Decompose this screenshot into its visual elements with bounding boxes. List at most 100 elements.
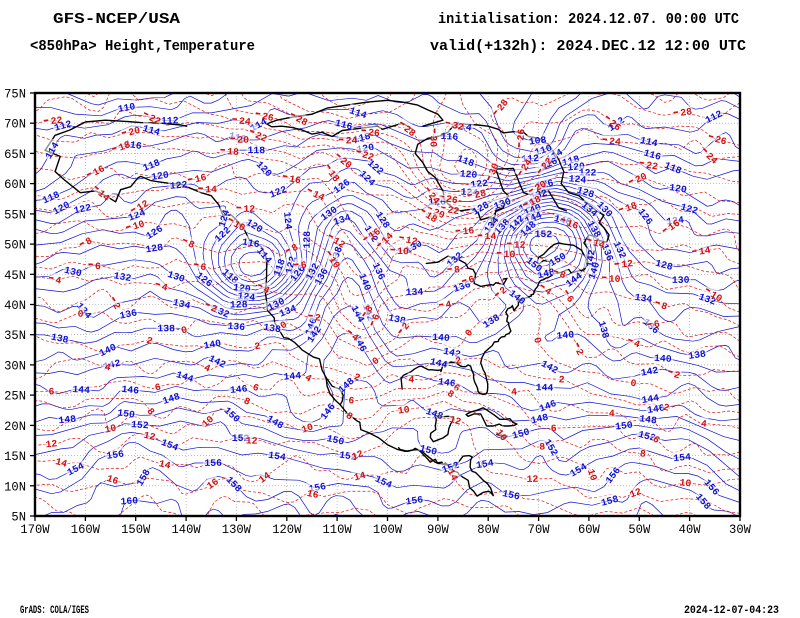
svg-text:30N: 30N [4, 358, 26, 373]
svg-text:45N: 45N [4, 268, 26, 283]
svg-text:136: 136 [119, 307, 139, 321]
svg-text:65N: 65N [4, 147, 26, 162]
svg-text:50W: 50W [628, 522, 650, 537]
svg-text:12: 12 [142, 430, 156, 443]
svg-text:140: 140 [203, 338, 223, 352]
svg-text:154: 154 [373, 473, 394, 490]
svg-text:26: 26 [714, 134, 728, 148]
svg-text:6: 6 [48, 386, 54, 397]
svg-text:4: 4 [104, 361, 112, 373]
svg-text:75N: 75N [4, 87, 26, 102]
svg-text:156: 156 [106, 448, 125, 461]
svg-text:14: 14 [158, 458, 172, 471]
svg-text:116: 116 [241, 236, 260, 250]
svg-text:0: 0 [78, 309, 84, 320]
svg-text:140W: 140W [172, 522, 201, 537]
svg-text:140: 140 [654, 353, 672, 365]
svg-text:55N: 55N [4, 207, 26, 222]
svg-text:2: 2 [559, 374, 565, 385]
svg-text:144: 144 [72, 384, 91, 396]
svg-text:10: 10 [503, 249, 515, 260]
svg-text:154: 154 [673, 452, 692, 465]
svg-text:10: 10 [397, 404, 410, 416]
svg-text:140: 140 [432, 332, 450, 344]
svg-text:138: 138 [50, 331, 70, 345]
svg-text:16: 16 [288, 173, 302, 186]
svg-text:20N: 20N [4, 419, 26, 434]
svg-text:142: 142 [585, 249, 598, 268]
svg-text:12: 12 [246, 436, 258, 447]
svg-text:140: 140 [556, 329, 575, 341]
svg-text:148: 148 [639, 413, 658, 426]
svg-text:124: 124 [281, 211, 294, 230]
svg-text:14: 14 [257, 470, 273, 486]
svg-text:160W: 160W [71, 522, 100, 537]
svg-text:154: 154 [475, 457, 494, 471]
svg-text:2: 2 [314, 312, 321, 323]
svg-text:12: 12 [527, 474, 539, 485]
svg-text:16: 16 [306, 488, 320, 501]
svg-text:2: 2 [662, 402, 671, 414]
svg-text:8: 8 [539, 441, 546, 452]
svg-text:100W: 100W [373, 522, 402, 537]
svg-text:20: 20 [237, 135, 249, 146]
svg-text:22: 22 [50, 115, 63, 127]
svg-text:16: 16 [462, 225, 475, 237]
svg-text:120: 120 [668, 182, 687, 196]
svg-text:4: 4 [54, 275, 62, 287]
svg-text:16: 16 [205, 476, 221, 492]
svg-text:6: 6 [95, 261, 102, 272]
svg-text:26: 26 [516, 128, 528, 141]
svg-text:26: 26 [367, 127, 380, 139]
svg-text:22: 22 [645, 160, 659, 173]
svg-text:24: 24 [609, 136, 622, 148]
svg-text:15N: 15N [4, 449, 26, 464]
svg-text:128: 128 [230, 299, 248, 310]
svg-text:150: 150 [615, 419, 634, 432]
svg-text:110W: 110W [323, 522, 352, 537]
svg-text:12: 12 [243, 204, 255, 215]
svg-text:14: 14 [698, 245, 711, 258]
svg-text:90W: 90W [427, 522, 449, 537]
svg-text:120: 120 [151, 169, 170, 183]
svg-text:12: 12 [45, 438, 58, 450]
svg-text:152: 152 [534, 229, 552, 240]
svg-text:50N: 50N [4, 238, 26, 253]
svg-text:22: 22 [447, 204, 460, 217]
svg-text:122: 122 [169, 179, 188, 192]
svg-text:16: 16 [105, 473, 120, 487]
svg-text:40W: 40W [679, 522, 701, 537]
svg-text:10: 10 [609, 274, 621, 285]
svg-text:130: 130 [672, 275, 690, 286]
svg-text:4: 4 [408, 374, 415, 385]
svg-text:154: 154 [159, 437, 180, 454]
svg-text:6: 6 [199, 261, 207, 273]
svg-text:114: 114 [348, 105, 368, 121]
svg-text:6: 6 [348, 395, 356, 407]
svg-text:118: 118 [663, 160, 684, 177]
svg-text:14: 14 [484, 231, 496, 242]
svg-text:28: 28 [680, 106, 693, 119]
svg-text:142: 142 [640, 365, 659, 379]
svg-text:138: 138 [688, 348, 707, 362]
svg-text:24: 24 [345, 135, 357, 146]
svg-text:130: 130 [492, 196, 512, 212]
svg-text:30W: 30W [729, 522, 751, 537]
svg-text:80W: 80W [477, 522, 499, 537]
svg-text:5N: 5N [11, 510, 26, 525]
svg-text:146: 146 [121, 384, 140, 397]
svg-text:24: 24 [238, 116, 251, 128]
svg-text:118: 118 [455, 153, 476, 170]
svg-text:25N: 25N [4, 389, 26, 404]
svg-text:10N: 10N [4, 479, 26, 494]
svg-text:30: 30 [427, 135, 438, 147]
svg-text:148: 148 [424, 406, 444, 422]
svg-text:10: 10 [397, 246, 409, 257]
svg-text:70N: 70N [4, 117, 26, 132]
svg-text:40N: 40N [4, 298, 26, 313]
svg-text:0: 0 [630, 378, 638, 390]
svg-text:124: 124 [568, 173, 587, 186]
svg-text:156: 156 [405, 494, 424, 507]
svg-text:60N: 60N [4, 177, 26, 192]
svg-text:156: 156 [204, 458, 222, 469]
